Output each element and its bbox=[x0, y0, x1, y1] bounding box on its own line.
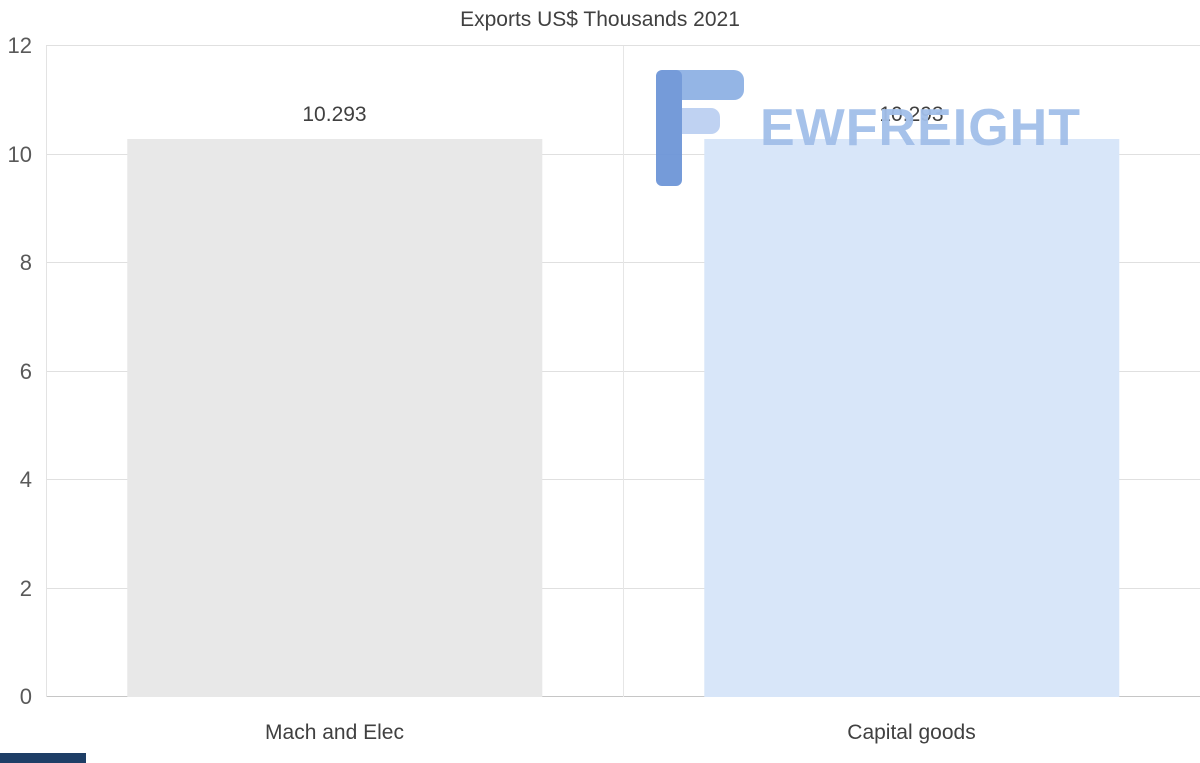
bars: 10.293 10.293 bbox=[46, 46, 1200, 697]
bar-value-label: 10.293 bbox=[302, 102, 367, 126]
y-axis-ticks: 0 2 4 6 8 10 12 bbox=[0, 33, 40, 709]
y-tick-label: 12 bbox=[7, 33, 32, 58]
x-category-label: Mach and Elec bbox=[265, 721, 404, 744]
y-tick-label: 4 bbox=[19, 467, 32, 492]
bar-value-label: 10.293 bbox=[879, 102, 944, 126]
bar: 10.293 bbox=[703, 103, 1120, 697]
y-tick-label: 6 bbox=[19, 358, 32, 384]
gridline bbox=[46, 45, 1200, 46]
plot-area: 10.293 10.293 bbox=[46, 45, 1200, 697]
y-axis-line bbox=[46, 46, 47, 697]
bottom-left-accent-bar bbox=[0, 753, 86, 763]
y-tick-label: 10 bbox=[7, 141, 32, 167]
bar: 10.293 bbox=[126, 103, 543, 697]
bar-slot: 10.293 bbox=[46, 46, 623, 697]
y-tick-label: 2 bbox=[19, 575, 32, 601]
bar-slot: 10.293 bbox=[623, 46, 1200, 697]
chart-title: Exports US$ Thousands 2021 bbox=[460, 8, 740, 31]
y-tick-label: 0 bbox=[19, 684, 32, 709]
category-separator-gridline bbox=[623, 46, 624, 697]
x-category-label: Capital goods bbox=[847, 721, 976, 744]
x-axis-labels: Mach and Elec Capital goods bbox=[46, 721, 1200, 745]
y-tick-label: 8 bbox=[19, 250, 32, 275]
